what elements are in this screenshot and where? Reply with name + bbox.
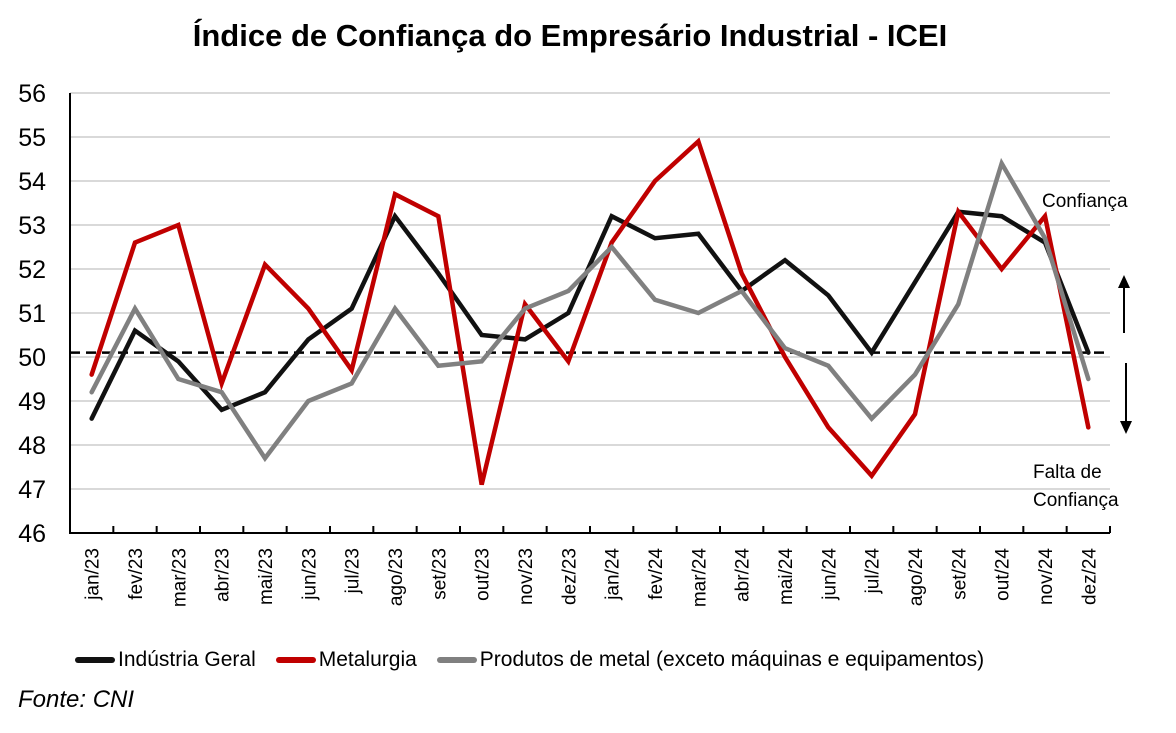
source-note: Fonte: CNI <box>18 686 135 713</box>
legend-item-metalurgia: Metalurgia <box>275 648 417 672</box>
y-tick-label: 50 <box>18 344 46 372</box>
line-chart: 46 47 48 49 50 51 52 53 54 55 56 jan/23 fev/23 mar/23… <box>18 80 1132 608</box>
arrow-down-head-icon <box>1120 421 1132 434</box>
x-tick-label: ago/24 <box>906 548 927 607</box>
y-tick-label: 51 <box>18 300 46 328</box>
annotation-falta: Falta de <box>1033 462 1102 483</box>
x-tick-label: dez/24 <box>1079 548 1100 605</box>
x-tick-label: abr/23 <box>213 548 234 602</box>
y-tick-label: 53 <box>18 212 46 240</box>
x-tick-label: dez/23 <box>559 548 580 605</box>
x-tick-label: set/23 <box>429 548 450 600</box>
y-tick-label: 49 <box>18 388 46 416</box>
x-tick-label: fev/23 <box>126 548 147 600</box>
x-tick-label: mai/23 <box>256 548 277 605</box>
legend-label: Produtos de metal (exceto máquinas e equ… <box>479 648 985 671</box>
chart-title: Índice de Confiança do Empresário Indust… <box>192 18 948 53</box>
x-tick-label: jul/24 <box>863 548 884 595</box>
y-tick-label: 47 <box>18 476 46 504</box>
y-tick-label: 54 <box>18 168 46 196</box>
x-tick-label: fev/24 <box>646 548 667 600</box>
legend-swatch <box>436 657 477 663</box>
x-tick-label: nov/23 <box>516 548 537 605</box>
series-line-metalurgia <box>89 137 1091 486</box>
y-tick-label: 46 <box>18 520 46 548</box>
x-tick-label: mar/23 <box>169 548 190 607</box>
x-tick-label: abr/24 <box>733 548 754 602</box>
series-line-industria-geral <box>89 209 1091 421</box>
x-tick-label: mai/24 <box>776 548 797 605</box>
y-tick-label: 48 <box>18 432 46 460</box>
x-tick-label: out/24 <box>993 548 1014 601</box>
x-tick-label: out/23 <box>473 548 494 601</box>
annotation-falta-confianca: Confiança <box>1033 490 1119 511</box>
x-tick-label: jun/24 <box>819 548 840 601</box>
x-tick-label: set/24 <box>949 548 970 600</box>
x-tick-label: jan/23 <box>83 548 104 601</box>
x-tick-label: nov/24 <box>1036 548 1057 605</box>
y-tick-label: 55 <box>18 124 46 152</box>
legend-item-produtos-metal: Produtos de metal (exceto máquinas e equ… <box>436 648 985 672</box>
legend-label: Metalurgia <box>318 648 417 671</box>
legend-swatch <box>75 657 115 663</box>
legend-label: Indústria Geral <box>118 648 256 671</box>
x-tick-label: jun/23 <box>299 548 320 601</box>
x-tick-label: mar/24 <box>689 548 710 608</box>
annotation-confianca: Confiança <box>1042 191 1128 212</box>
y-tick-label: 56 <box>18 80 46 108</box>
legend-swatch <box>275 657 316 663</box>
legend: Indústria Geral Metalurgia Produtos de m… <box>75 648 1004 672</box>
y-tick-label: 52 <box>18 256 46 284</box>
x-tick-label: jan/24 <box>603 548 624 601</box>
legend-item-industria: Indústria Geral <box>75 648 256 672</box>
series-line-produtos-metal <box>89 157 1091 463</box>
arrow-up-head-icon <box>1118 275 1130 288</box>
x-tick-label: ago/23 <box>386 548 407 606</box>
x-tick-label: jul/23 <box>343 548 364 594</box>
